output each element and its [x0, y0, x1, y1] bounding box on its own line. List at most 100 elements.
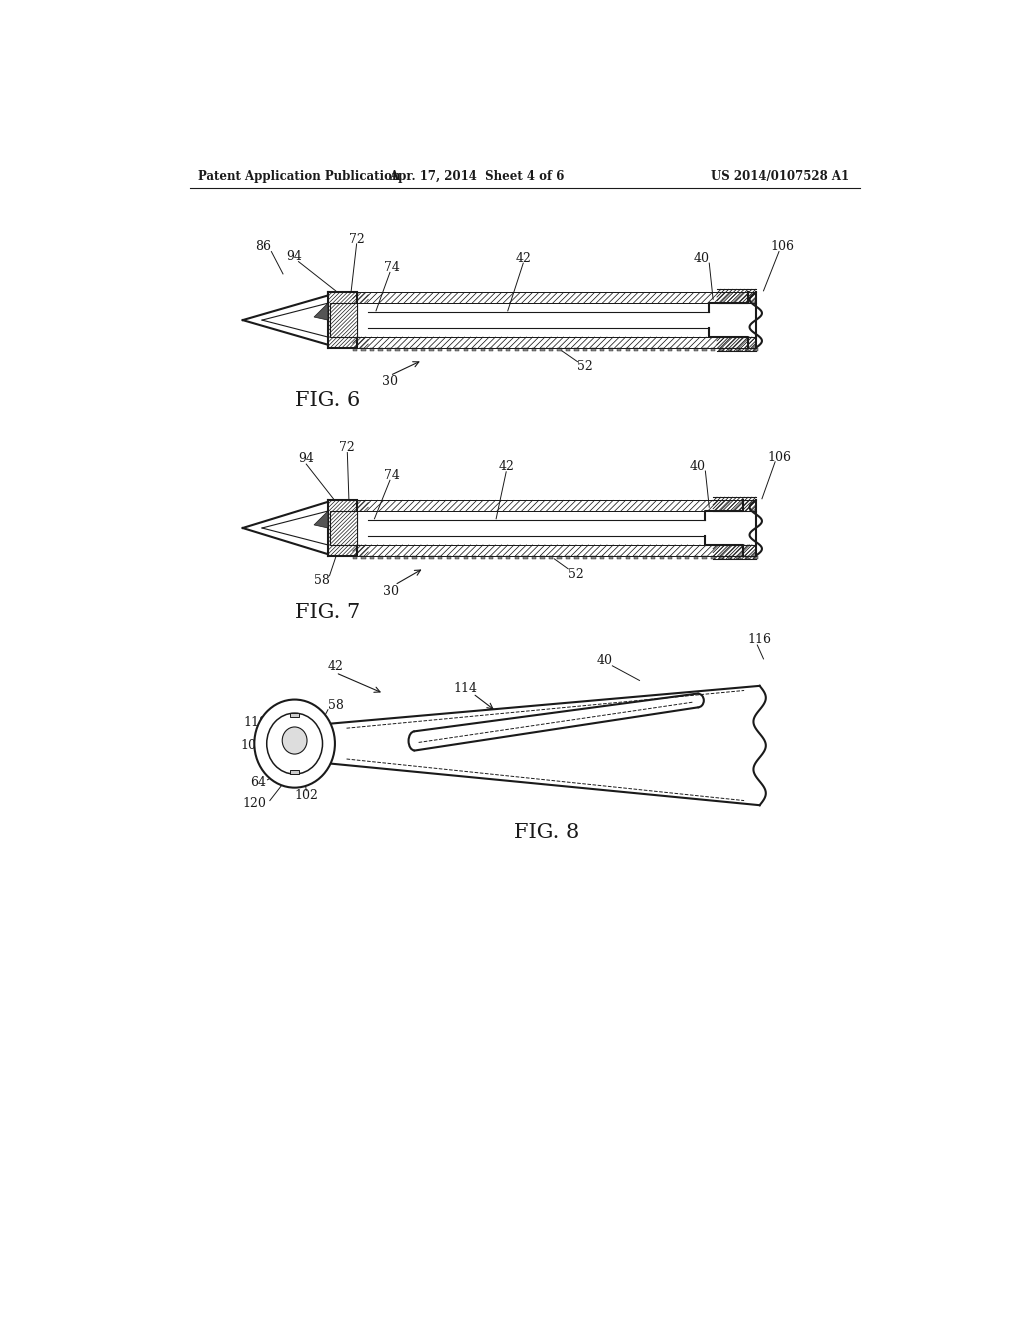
Bar [583, 556, 587, 558]
Bar [754, 348, 758, 351]
Text: 102: 102 [294, 789, 318, 803]
Bar [744, 556, 750, 558]
Text: 42: 42 [328, 660, 344, 673]
Bar [290, 770, 299, 775]
Bar [693, 348, 698, 351]
Bar [728, 556, 732, 558]
Bar [464, 348, 468, 351]
Bar [754, 556, 758, 558]
Text: 74: 74 [384, 261, 399, 275]
Bar [290, 713, 299, 718]
Bar [643, 348, 647, 351]
Bar [669, 556, 673, 558]
Ellipse shape [283, 727, 307, 754]
Bar [659, 556, 664, 558]
Bar [506, 556, 510, 558]
Text: 40: 40 [689, 459, 706, 473]
Bar [378, 556, 383, 558]
Bar [736, 556, 740, 558]
Bar [387, 348, 391, 351]
Bar [608, 348, 612, 351]
Bar [600, 348, 604, 351]
Bar [566, 556, 570, 558]
Bar [574, 348, 579, 351]
Text: 86: 86 [256, 240, 271, 253]
Text: 114: 114 [454, 681, 477, 694]
Text: 42: 42 [515, 252, 531, 265]
Bar [498, 348, 502, 351]
Bar [711, 556, 715, 558]
Bar [331, 511, 356, 545]
Text: 40: 40 [597, 653, 612, 667]
Bar [677, 556, 681, 558]
Bar [403, 556, 409, 558]
Bar [531, 348, 536, 351]
Bar [429, 556, 434, 558]
Bar [328, 293, 356, 348]
Bar [403, 348, 409, 351]
Bar [506, 348, 510, 351]
Ellipse shape [254, 700, 335, 788]
Bar [438, 556, 442, 558]
Text: 74: 74 [384, 469, 399, 482]
Bar [702, 556, 707, 558]
Bar [693, 556, 698, 558]
Text: 52: 52 [578, 360, 593, 372]
Bar [583, 348, 587, 351]
Bar [455, 348, 460, 351]
Bar [531, 556, 536, 558]
Bar [395, 556, 399, 558]
Bar [523, 556, 527, 558]
Bar [515, 348, 519, 351]
Bar [523, 348, 527, 351]
Bar [592, 556, 596, 558]
Text: 118: 118 [244, 715, 268, 729]
Text: 94: 94 [287, 251, 302, 264]
Text: 30: 30 [382, 375, 398, 388]
Bar [566, 348, 570, 351]
Bar [728, 348, 732, 351]
Bar [370, 556, 374, 558]
Bar [438, 348, 442, 351]
Bar [328, 500, 356, 556]
Text: FIG. 7: FIG. 7 [295, 603, 359, 622]
Bar [489, 556, 494, 558]
Polygon shape [314, 511, 328, 528]
Bar [669, 348, 673, 351]
Bar [378, 348, 383, 351]
Bar [413, 348, 417, 351]
Bar [549, 556, 553, 558]
Bar [617, 348, 622, 351]
Bar [617, 556, 622, 558]
Bar [472, 556, 476, 558]
Bar [744, 348, 750, 351]
Bar [352, 348, 357, 351]
Bar [498, 556, 502, 558]
Text: 52: 52 [568, 568, 584, 581]
Bar [395, 348, 399, 351]
Text: 58: 58 [328, 698, 344, 711]
Bar [480, 348, 485, 351]
Bar [413, 556, 417, 558]
Text: 106: 106 [771, 240, 795, 253]
Bar [361, 556, 366, 558]
Bar [600, 556, 604, 558]
Bar [387, 556, 391, 558]
Bar [608, 556, 612, 558]
Bar [719, 348, 724, 351]
Bar [480, 556, 485, 558]
Bar [659, 348, 664, 351]
Text: 40: 40 [693, 252, 710, 265]
Bar [331, 304, 356, 337]
Bar [429, 348, 434, 351]
Text: 64: 64 [250, 776, 266, 788]
Bar [685, 348, 689, 351]
Bar [472, 348, 476, 351]
Bar [626, 348, 630, 351]
Bar [557, 556, 561, 558]
Bar [352, 556, 357, 558]
Bar [634, 556, 638, 558]
Text: Patent Application Publication: Patent Application Publication [198, 169, 400, 182]
Bar [489, 348, 494, 351]
Bar [515, 556, 519, 558]
